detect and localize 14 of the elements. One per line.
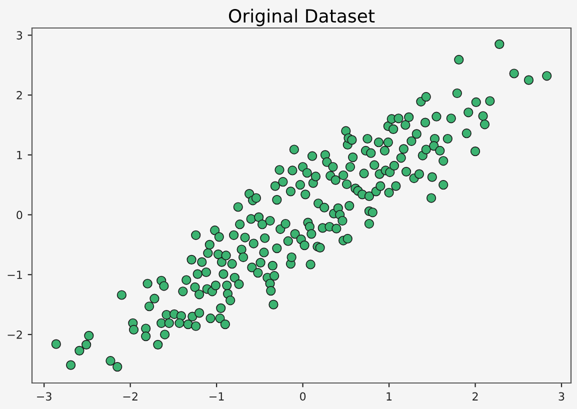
x-tick-label: −1 bbox=[210, 392, 224, 400]
chart-title: Original Dataset bbox=[228, 8, 375, 26]
y-tick-label: −1 bbox=[8, 270, 22, 279]
x-tick-label: −2 bbox=[123, 392, 138, 400]
x-tick-label: 1 bbox=[386, 392, 392, 400]
y-tick-label: 0 bbox=[16, 210, 22, 220]
x-tick-label: 2 bbox=[472, 392, 478, 400]
x-tick-label: 0 bbox=[300, 392, 306, 401]
y-tick-label: 1 bbox=[17, 151, 22, 160]
x-tick-label: −3 bbox=[37, 392, 52, 401]
y-tick-label: 2 bbox=[16, 91, 22, 100]
x-tick-label: 3 bbox=[558, 392, 564, 401]
y-tick-label: −2 bbox=[8, 330, 22, 339]
y-tick-label: 3 bbox=[16, 31, 22, 40]
